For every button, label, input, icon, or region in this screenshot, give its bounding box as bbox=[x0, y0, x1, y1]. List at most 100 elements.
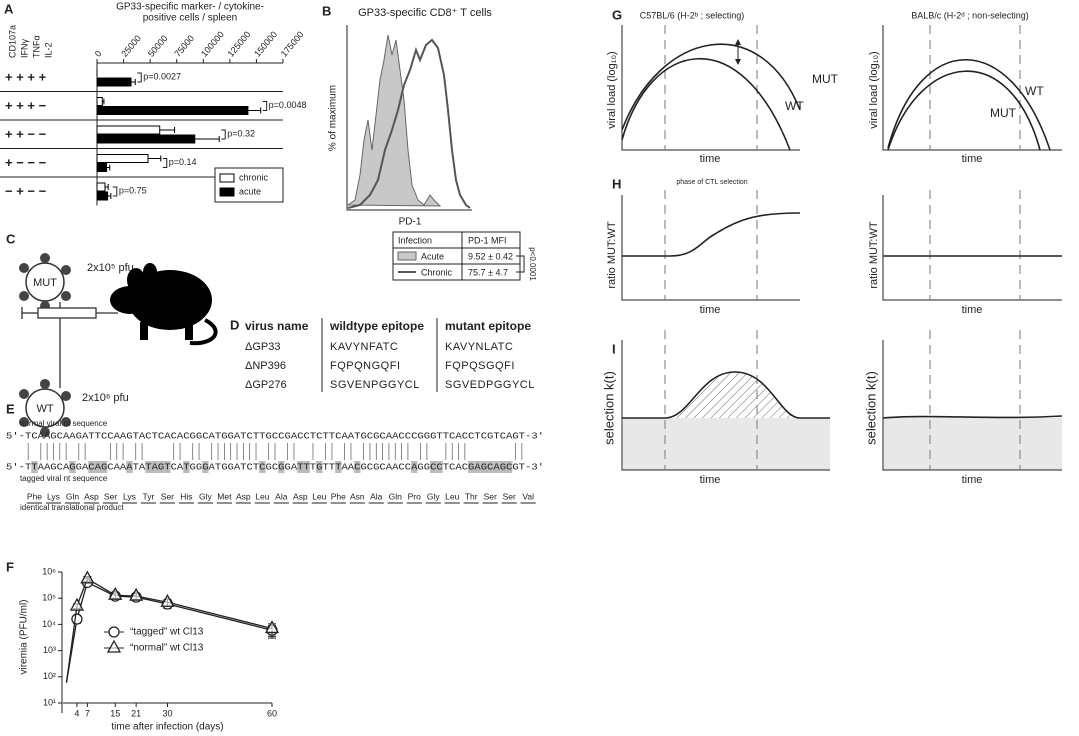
table-cell: KAVYNFATC bbox=[330, 341, 398, 353]
mismatch-highlight bbox=[297, 461, 304, 473]
amino-acid: Gly bbox=[427, 491, 441, 501]
y-tick-label: 10² bbox=[43, 671, 56, 681]
legend-swatch bbox=[219, 187, 235, 197]
axis-label: time bbox=[700, 474, 721, 486]
x-tick-label: 75000 bbox=[172, 33, 196, 59]
x-tick-label: 30 bbox=[162, 708, 172, 718]
x-tick-label: 50000 bbox=[146, 33, 170, 59]
sequence: 5'-TTAAGCAGGACAGCAAATATAGTCATGGGATGGATCT… bbox=[6, 462, 544, 472]
marker bbox=[108, 586, 123, 600]
mismatch-highlight bbox=[157, 461, 165, 473]
category-label: + + + + bbox=[5, 69, 47, 84]
axis-label: PD-1 bbox=[399, 217, 422, 228]
sequence-label: normal viral nt sequence bbox=[20, 419, 108, 428]
dose-label: 2x10⁶ pfu bbox=[82, 392, 129, 404]
curve-label: MUT bbox=[990, 106, 1017, 120]
p-value: p=0.32 bbox=[227, 128, 255, 138]
marker bbox=[80, 570, 95, 584]
panel-a: 0 25000 50000 75000 100000 125000 150000 175000… bbox=[0, 25, 306, 206]
mismatch-highlight bbox=[436, 461, 443, 473]
legend-marker bbox=[108, 626, 120, 638]
x-tick-label: 175000 bbox=[279, 29, 306, 58]
mismatch-highlight bbox=[335, 461, 342, 473]
legend-label: “tagged” wt Cl13 bbox=[130, 627, 204, 638]
mismatch-highlight bbox=[94, 461, 101, 473]
row-header: IL-2 bbox=[43, 42, 53, 58]
mismatch-highlight bbox=[411, 461, 418, 473]
marker bbox=[264, 620, 280, 634]
table-header: mutant epitope bbox=[445, 319, 531, 333]
bar bbox=[96, 154, 149, 163]
mismatch-highlight bbox=[145, 461, 152, 473]
error-bar bbox=[194, 136, 220, 142]
mismatch-highlight bbox=[430, 461, 437, 473]
curve-selection bbox=[882, 415, 1063, 419]
axes bbox=[621, 340, 1062, 471]
legend-swatch bbox=[219, 173, 235, 183]
amino-acid: Pro bbox=[408, 491, 422, 501]
amino-acid: Phe bbox=[331, 491, 346, 501]
axis-label: time bbox=[962, 474, 983, 486]
mismatch-highlight bbox=[499, 461, 507, 473]
mismatch-highlight bbox=[31, 461, 38, 473]
amino-acid: Gly bbox=[199, 491, 213, 501]
mismatch-highlight bbox=[354, 461, 361, 473]
amino-acid: Leu bbox=[255, 491, 269, 501]
x-tick-label: 125000 bbox=[226, 29, 253, 58]
table-cell: 75.7 ± 4.7 bbox=[468, 267, 508, 277]
category-label: − + − − bbox=[5, 183, 47, 198]
mismatch-highlight bbox=[259, 461, 266, 473]
bar bbox=[96, 77, 132, 87]
panel-letter: A bbox=[4, 1, 14, 16]
error-bar bbox=[247, 107, 262, 114]
table-header: virus name bbox=[245, 319, 309, 333]
axis-label: time bbox=[700, 153, 721, 165]
category-label: + + − − bbox=[5, 126, 47, 141]
panel-letter: D bbox=[230, 317, 239, 332]
mouse bbox=[110, 263, 218, 346]
legend-swatch bbox=[397, 251, 417, 261]
mismatch-highlight bbox=[88, 461, 95, 473]
bracket bbox=[221, 129, 226, 140]
table-grid bbox=[393, 232, 520, 280]
row-header: IFNγ bbox=[19, 39, 29, 58]
amino-acid: Leu bbox=[312, 491, 326, 501]
virus-label: MUT bbox=[33, 277, 57, 289]
row-header: CD107a bbox=[7, 25, 17, 58]
y-tick-label: 10³ bbox=[43, 645, 56, 655]
table-cell: KAVYNLATC bbox=[445, 341, 513, 353]
table-cell: Chronic bbox=[421, 267, 453, 277]
phase-line bbox=[664, 190, 1021, 300]
mismatch-highlight bbox=[303, 461, 310, 473]
panel-letter: C bbox=[6, 231, 16, 246]
error-bar bbox=[159, 127, 176, 133]
curve-wt bbox=[887, 59, 1051, 151]
panel-letter: F bbox=[6, 559, 14, 574]
axis-label: viral load (log₁₀) bbox=[606, 51, 618, 128]
bracket bbox=[137, 72, 142, 83]
legend-label: acute bbox=[239, 186, 261, 196]
axis-label: time bbox=[700, 304, 721, 316]
bar bbox=[96, 125, 161, 135]
panel-letter: B bbox=[322, 3, 331, 18]
curve-label: WT bbox=[1025, 84, 1044, 98]
axis-label: time after infection (days) bbox=[111, 722, 223, 733]
amino-acid: Asp bbox=[236, 491, 251, 501]
syringe bbox=[21, 302, 118, 388]
selection-area bbox=[665, 372, 800, 418]
curve-mut bbox=[621, 43, 801, 131]
error-bar bbox=[102, 98, 105, 105]
table-cell: SGVEDPGGYCL bbox=[445, 379, 535, 391]
x-tick-label: 0 bbox=[93, 49, 104, 59]
amino-acid: Lys bbox=[47, 491, 60, 501]
chart-title: GP33-specific marker- / cytokine- bbox=[116, 2, 264, 13]
p-value: p=0.0027 bbox=[143, 71, 181, 81]
axes bbox=[621, 195, 1062, 301]
curve-ratio bbox=[622, 212, 801, 257]
axis-label: ratio MUT:WT bbox=[606, 221, 618, 289]
y-tick-label: 10⁶ bbox=[42, 566, 56, 576]
error-bar bbox=[106, 164, 111, 171]
axis-label: time bbox=[962, 153, 983, 165]
amino-acid: Val bbox=[522, 491, 534, 501]
axis-label: viremia (PFU/ml) bbox=[19, 600, 30, 675]
